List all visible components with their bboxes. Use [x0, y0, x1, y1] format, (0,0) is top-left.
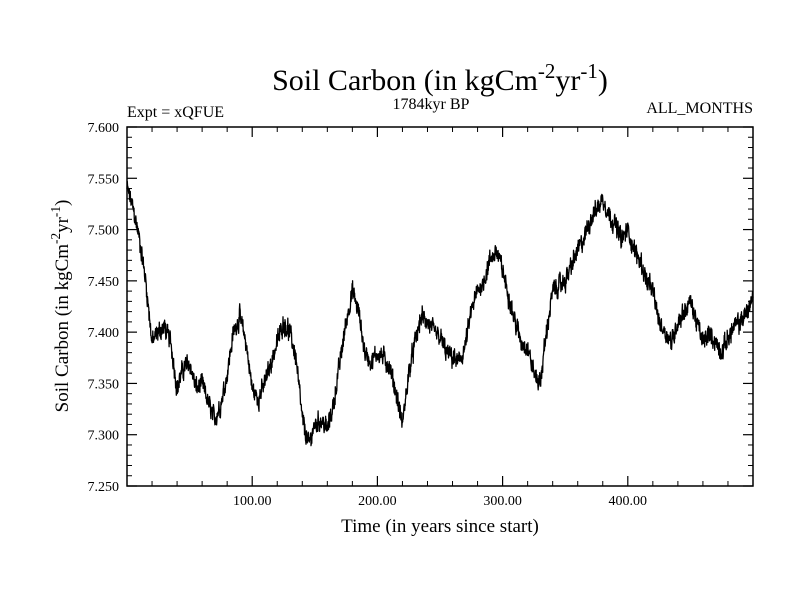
- x-axis-label: Time (in years since start): [341, 516, 539, 537]
- period-label: 1784kyr BP: [393, 96, 470, 113]
- x-tick-label: 200.00: [358, 494, 397, 509]
- ylabel-exponent-1: -2: [48, 233, 63, 244]
- y-axis-label: Soil Carbon (in kgCm-2yr-1): [48, 200, 73, 413]
- x-tick-label: 300.00: [483, 494, 522, 509]
- y-tick-label: 7.450: [88, 275, 120, 290]
- x-tick-label: 400.00: [609, 494, 648, 509]
- y-tick-label: 7.550: [88, 172, 120, 187]
- series-line: [126, 180, 754, 447]
- y-tick-label: 7.250: [88, 480, 120, 495]
- months-label: ALL_MONTHS: [646, 100, 753, 117]
- y-tick-label: 7.400: [88, 326, 120, 341]
- y-axis-ticks: 7.250 7.300 7.350 7.400 7.450 7.500 7.550 7.600: [88, 121, 753, 495]
- title-exponent-2: -1: [580, 59, 598, 83]
- experiment-label: Expt = xQFUE: [127, 104, 224, 121]
- series-layer: [126, 180, 754, 447]
- x-axis-ticks: 100.00 200.00 300.00 400.00: [151, 127, 729, 509]
- title-exponent-1: -2: [538, 59, 556, 83]
- y-tick-label: 7.500: [88, 224, 120, 239]
- ylabel-exponent-2: -1: [48, 206, 63, 217]
- y-tick-label: 7.350: [88, 377, 120, 392]
- plot-frame: [126, 126, 754, 487]
- y-tick-label: 7.600: [88, 121, 120, 136]
- y-tick-label: 7.300: [88, 429, 120, 444]
- x-tick-label: 100.00: [233, 494, 272, 509]
- chart-title: Soil Carbon (in kgCm-2yr-1): [272, 59, 608, 97]
